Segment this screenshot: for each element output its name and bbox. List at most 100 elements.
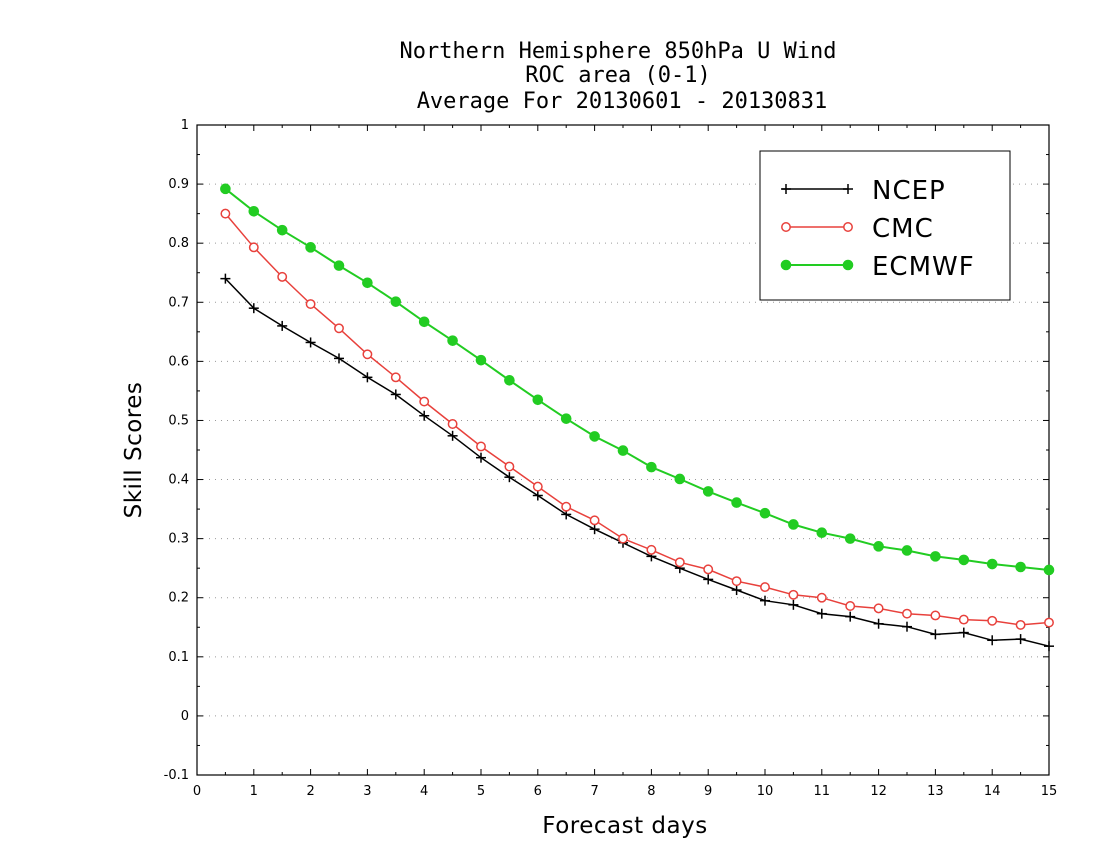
point-ecmwf-8 [447, 335, 458, 346]
point-cmc-9 [476, 441, 486, 452]
point-ncep-9 [476, 452, 486, 463]
x-tick-label-7: 7 [590, 784, 598, 799]
series-cmc [220, 208, 1054, 630]
y-axis-title: Skill Scores [121, 382, 147, 519]
point-ecmwf-6 [390, 296, 402, 307]
point-ecmwf-29 [1043, 564, 1055, 576]
point-ncep-24 [902, 621, 912, 632]
point-ecmwf-4 [333, 260, 345, 271]
point-ecmwf-7 [418, 316, 430, 328]
point-ncep-28 [1015, 634, 1026, 645]
point-cmc-3 [305, 299, 316, 309]
point-ecmwf-28 [1015, 561, 1026, 573]
point-ncep-19 [760, 595, 770, 606]
point-ncep-18 [731, 585, 742, 596]
legend-marker-start-ncep [781, 184, 791, 194]
y-tick-label-11: 1 [181, 118, 189, 133]
point-ncep-7 [419, 410, 430, 421]
point-ncep-5 [362, 372, 373, 383]
point-cmc-22 [845, 601, 856, 611]
point-cmc-7 [419, 396, 430, 407]
point-ncep-4 [334, 353, 344, 364]
point-cmc-4 [334, 323, 344, 334]
chart-title-line-3: Average For 20130601 - 20130831 [417, 89, 828, 114]
point-ecmwf-24 [901, 545, 913, 556]
point-ncep-6 [390, 389, 401, 400]
y-tick-label-9: 0.8 [168, 236, 189, 251]
point-ncep-29 [1044, 641, 1054, 652]
legend-marker-end-ecmwf [842, 259, 854, 271]
point-ncep-13 [589, 524, 600, 535]
point-ncep-8 [447, 430, 458, 441]
x-tick-label-10: 10 [757, 784, 774, 799]
x-tick-label-9: 9 [704, 784, 712, 799]
point-cmc-15 [646, 544, 657, 555]
legend-item-ecmwf: ECMWF [780, 252, 975, 282]
point-ecmwf-19 [759, 507, 771, 519]
point-ecmwf-5 [362, 277, 373, 289]
series-line-ncep [224, 278, 1050, 647]
series-ecmwf [220, 183, 1055, 576]
x-axis-ticks: 0 1 2 3 4 5 6 7 8 9 10 11 12 13 14 15 [193, 125, 1057, 799]
x-tick-label-14: 14 [984, 784, 1001, 799]
point-ecmwf-13 [589, 431, 600, 442]
point-ecmwf-12 [560, 413, 572, 424]
point-ncep-20 [788, 599, 799, 610]
legend-marker-end-cmc [843, 222, 853, 232]
point-cmc-13 [589, 515, 600, 526]
point-ncep-17 [703, 574, 714, 585]
legend-marker-start-ecmwf [780, 259, 792, 271]
x-tick-label-4: 4 [420, 784, 428, 799]
y-tick-label-8: 0.7 [168, 295, 189, 310]
point-ecmwf-20 [788, 519, 799, 530]
point-cmc-21 [816, 592, 827, 603]
x-tick-label-0: 0 [193, 784, 201, 799]
point-cmc-12 [561, 501, 572, 512]
legend-marker-end-ncep [843, 184, 853, 194]
point-cmc-26 [958, 614, 969, 625]
point-ecmwf-21 [816, 527, 828, 539]
point-ncep-3 [305, 337, 316, 348]
point-ecmwf-25 [930, 551, 941, 562]
point-ncep-23 [873, 618, 884, 629]
point-cmc-23 [873, 603, 884, 614]
point-cmc-5 [362, 349, 373, 360]
x-tick-label-15: 15 [1041, 784, 1058, 799]
x-tick-label-1: 1 [250, 784, 258, 799]
x-axis-title: Forecast days [542, 813, 707, 839]
point-ecmwf-22 [844, 533, 856, 544]
point-cmc-16 [674, 557, 685, 568]
point-ecmwf-11 [532, 394, 544, 406]
x-tick-label-6: 6 [534, 784, 542, 799]
y-tick-label-7: 0.6 [168, 354, 189, 369]
series-ncep [220, 273, 1054, 652]
x-tick-label-5: 5 [477, 784, 485, 799]
point-cmc-19 [760, 582, 770, 593]
point-cmc-24 [902, 608, 912, 619]
legend-label-ecmwf: ECMWF [872, 252, 975, 282]
y-axis-ticks: -0.1 0 0.1 0.2 0.3 0.4 0.5 0.6 0.7 0.8 0.9 1 [164, 118, 1049, 783]
x-tick-label-3: 3 [363, 784, 371, 799]
point-ncep-27 [987, 635, 998, 646]
legend-label-cmc: CMC [872, 214, 934, 244]
y-tick-label-6: 0.5 [168, 413, 189, 428]
point-ncep-22 [845, 611, 856, 622]
point-cmc-27 [987, 615, 998, 626]
point-ncep-11 [532, 490, 543, 501]
x-tick-label-8: 8 [647, 784, 655, 799]
legend-label-ncep: NCEP [872, 176, 946, 206]
chart-title-line-2: ROC area (0-1) [525, 63, 710, 88]
point-cmc-14 [618, 533, 628, 544]
point-cmc-1 [248, 242, 259, 253]
y-tick-label-5: 0.4 [168, 473, 189, 488]
x-tick-label-12: 12 [870, 784, 887, 799]
y-tick-label-4: 0.3 [168, 532, 189, 547]
point-ncep-26 [958, 627, 969, 638]
point-ecmwf-2 [276, 224, 288, 236]
point-cmc-18 [731, 576, 742, 587]
x-tick-label-13: 13 [927, 784, 944, 799]
point-ncep-2 [277, 320, 288, 331]
point-ecmwf-23 [873, 541, 884, 552]
chart-title: Northern Hemisphere 850hPa U Wind ROC ar… [399, 39, 836, 114]
